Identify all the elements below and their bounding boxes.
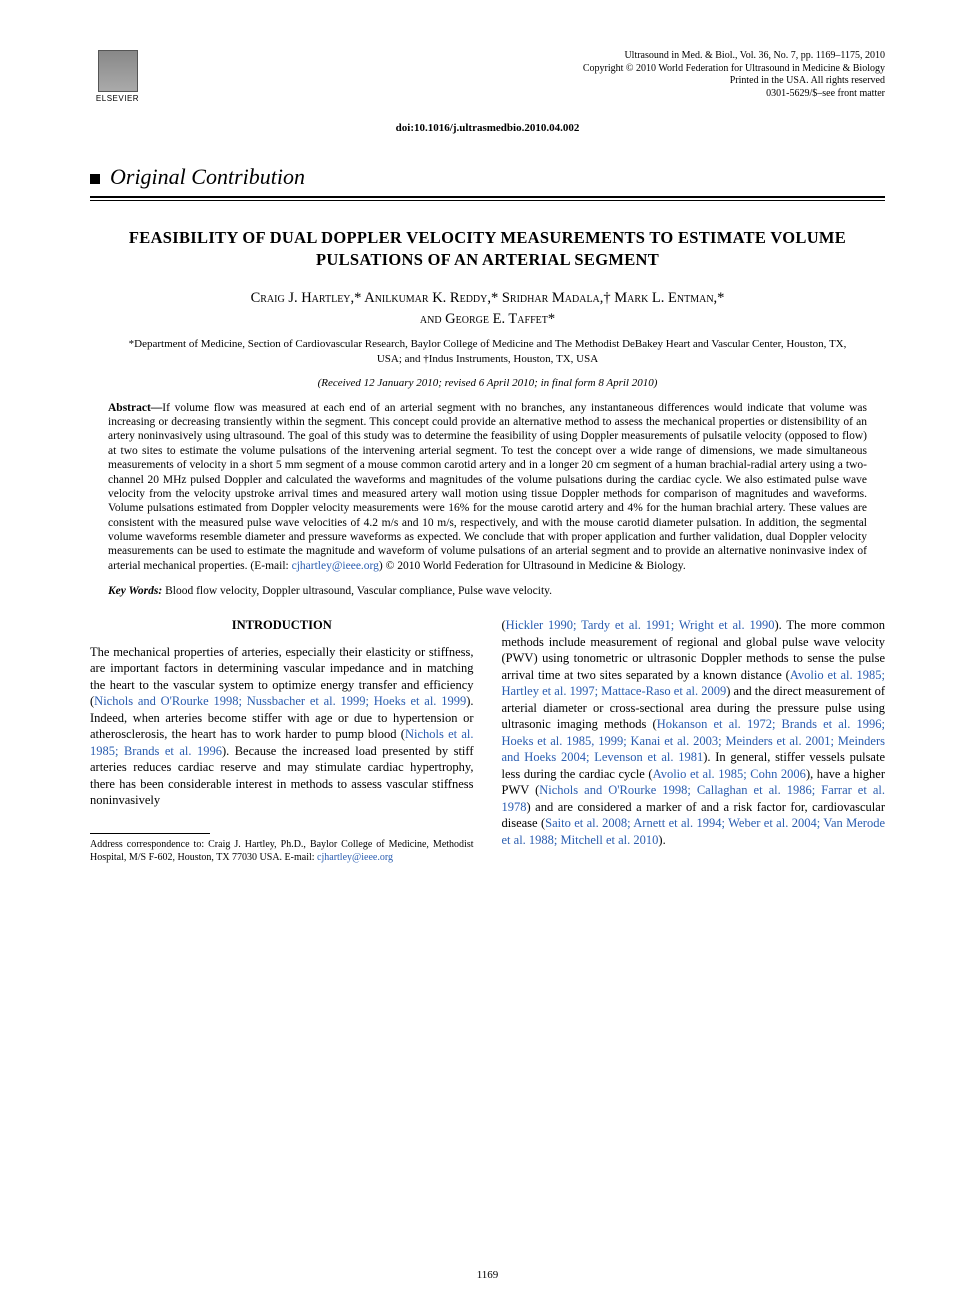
journal-meta: Ultrasound in Med. & Biol., Vol. 36, No.… — [583, 50, 885, 100]
abstract-text: If volume flow was measured at each end … — [108, 402, 867, 572]
publisher-logo: ELSEVIER — [90, 50, 145, 110]
bullet-icon — [90, 174, 100, 184]
abstract-email[interactable]: cjhartley@ieee.org — [292, 560, 379, 572]
column-left: INTRODUCTION The mechanical properties o… — [90, 617, 474, 864]
keywords: Key Words: Blood flow velocity, Doppler … — [108, 585, 867, 597]
journal-issn: 0301-5629/$–see front matter — [583, 88, 885, 101]
footnote-text: Address correspondence to: Craig J. Hart… — [90, 839, 474, 863]
page-number: 1169 — [0, 1269, 975, 1281]
abstract-lead: Abstract— — [108, 402, 162, 414]
doi: doi:10.1016/j.ultrasmedbio.2010.04.002 — [90, 122, 885, 134]
footnote-rule — [90, 833, 210, 834]
correspondence-footnote: Address correspondence to: Craig J. Hart… — [90, 838, 474, 864]
header-row: ELSEVIER Ultrasound in Med. & Biol., Vol… — [90, 50, 885, 110]
section-label: Original Contribution — [90, 164, 885, 190]
ref-link[interactable]: Avolio et al. 1985; Cohn 2006 — [653, 767, 806, 781]
footnote-email[interactable]: cjhartley@ieee.org — [317, 852, 393, 863]
journal-print: Printed in the USA. All rights reserved — [583, 75, 885, 88]
intro-paragraph-right: (Hickler 1990; Tardy et al. 1991; Wright… — [502, 617, 886, 848]
keywords-text: Blood flow velocity, Doppler ultrasound,… — [165, 585, 552, 597]
rule-thin — [90, 200, 885, 201]
keywords-lead: Key Words: — [108, 585, 165, 597]
intro-heading: INTRODUCTION — [90, 617, 474, 634]
abstract-tail: ) © 2010 World Federation for Ultrasound… — [379, 560, 686, 572]
elsevier-tree-icon — [98, 50, 138, 92]
article-title: FEASIBILITY OF DUAL DOPPLER VELOCITY MEA… — [120, 227, 855, 272]
dates-text: (Received 12 January 2010; revised 6 Apr… — [318, 377, 658, 389]
column-right: (Hickler 1990; Tardy et al. 1991; Wright… — [502, 617, 886, 864]
rule-thick — [90, 196, 885, 198]
affiliations: *Department of Medicine, Section of Card… — [120, 337, 855, 367]
authors-line1: Craig J. Hartley,* Anilkumar K. Reddy,* … — [251, 290, 725, 306]
journal-copyright: Copyright © 2010 World Federation for Ul… — [583, 63, 885, 76]
body-columns: INTRODUCTION The mechanical properties o… — [90, 617, 885, 864]
intro-paragraph-left: The mechanical properties of arteries, e… — [90, 644, 474, 809]
journal-citation: Ultrasound in Med. & Biol., Vol. 36, No.… — [583, 50, 885, 63]
authors: Craig J. Hartley,* Anilkumar K. Reddy,* … — [110, 288, 865, 332]
authors-line2: and George E. Taffet* — [420, 311, 555, 327]
section-label-text: Original Contribution — [110, 164, 305, 189]
ref-link[interactable]: Nichols and O'Rourke 1998; Nussbacher et… — [94, 694, 466, 708]
ref-link[interactable]: Hickler 1990; Tardy et al. 1991; Wright … — [506, 618, 775, 632]
article-dates: (Received 12 January 2010; revised 6 Apr… — [90, 377, 885, 389]
abstract: Abstract—If volume flow was measured at … — [108, 401, 867, 574]
t7: ). — [658, 833, 665, 847]
ref-link[interactable]: Saito et al. 2008; Arnett et al. 1994; W… — [502, 816, 886, 847]
publisher-name: ELSEVIER — [96, 94, 139, 103]
